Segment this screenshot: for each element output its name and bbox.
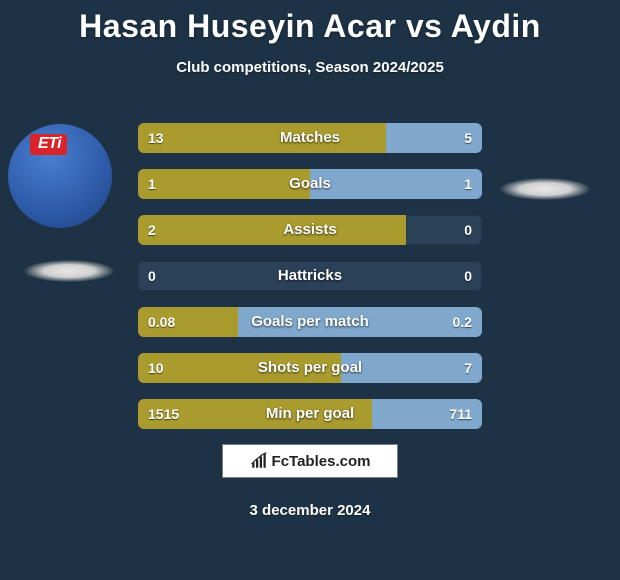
stat-row-hattricks: 0 0 Hattricks <box>138 261 482 291</box>
footer-date: 3 december 2024 <box>0 502 620 519</box>
stat-right-value: 711 <box>439 399 482 429</box>
stat-right-value: 7 <box>454 353 482 383</box>
player-left-avatar: ETi <box>8 124 112 228</box>
stat-right-value: 1 <box>454 169 482 199</box>
stat-row-assists: 2 0 Assists <box>138 215 482 245</box>
stat-left-value: 0 <box>138 261 166 291</box>
stat-label: Hattricks <box>138 261 482 291</box>
stat-left-value: 10 <box>138 353 174 383</box>
page-subtitle: Club competitions, Season 2024/2025 <box>0 59 620 76</box>
stat-right-value: 5 <box>454 123 482 153</box>
stat-left-value: 2 <box>138 215 166 245</box>
stat-left-value: 1 <box>138 169 166 199</box>
player-right-shadow <box>500 178 590 200</box>
player-right-avatar <box>508 124 612 228</box>
stats-chart: 13 5 Matches 1 1 Goals 2 0 Assists 0 0 H… <box>138 123 482 445</box>
stat-row-matches: 13 5 Matches <box>138 123 482 153</box>
source-logo-text: FcTables.com <box>272 453 371 470</box>
stat-left-value: 13 <box>138 123 174 153</box>
stat-right-value: 0.2 <box>443 307 482 337</box>
stat-row-shots-per-goal: 10 7 Shots per goal <box>138 353 482 383</box>
source-logo[interactable]: FcTables.com <box>222 444 398 478</box>
page-title: Hasan Huseyin Acar vs Aydin <box>0 0 620 45</box>
chart-icon <box>250 452 268 470</box>
stat-right-value: 0 <box>454 261 482 291</box>
stat-row-goals-per-match: 0.08 0.2 Goals per match <box>138 307 482 337</box>
stat-row-goals: 1 1 Goals <box>138 169 482 199</box>
player-left-shadow <box>24 260 114 282</box>
stat-left-segment <box>138 215 406 245</box>
stat-row-min-per-goal: 1515 711 Min per goal <box>138 399 482 429</box>
stat-left-value: 1515 <box>138 399 189 429</box>
stat-right-value: 0 <box>454 215 482 245</box>
player-left-badge: ETi <box>30 134 67 155</box>
stat-left-segment <box>138 123 386 153</box>
stat-left-value: 0.08 <box>138 307 185 337</box>
